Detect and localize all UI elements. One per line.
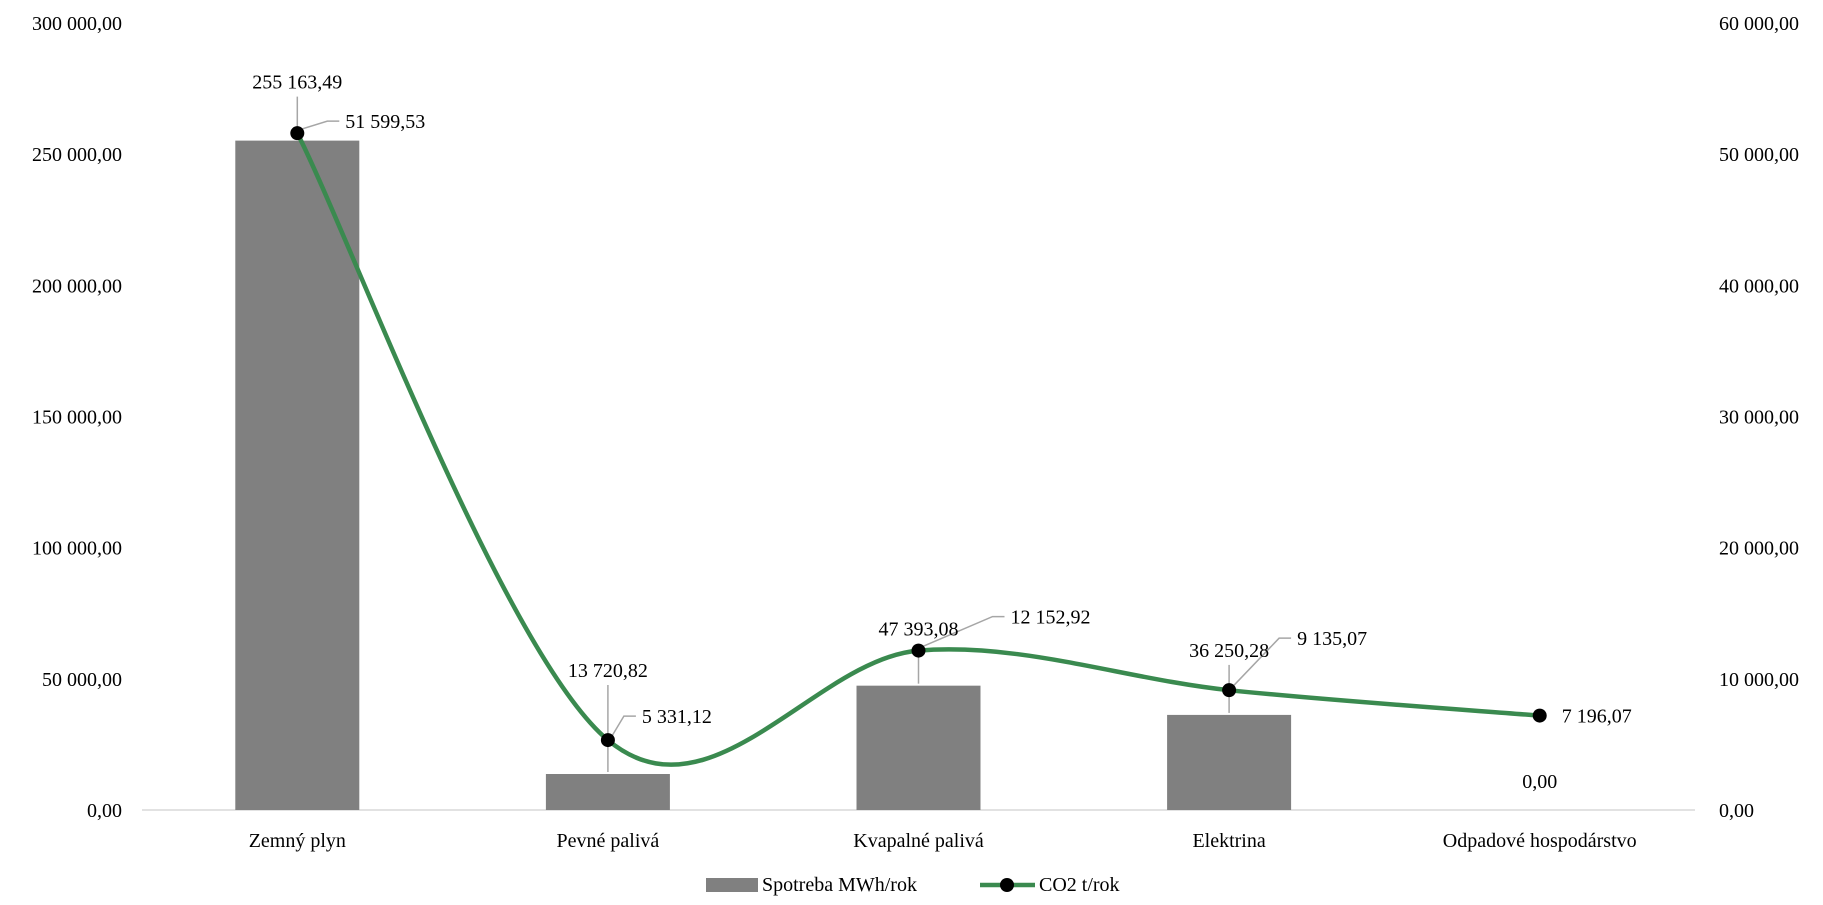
bar xyxy=(235,140,360,811)
right-tick-label: 10 000,00 xyxy=(1719,669,1799,691)
leader-lines xyxy=(296,96,1292,773)
legend-line-label: CO2 t/rok xyxy=(1039,874,1120,896)
bar xyxy=(856,685,981,810)
category-label: Pevné palivá xyxy=(557,830,660,852)
co2-marker xyxy=(600,733,615,748)
co2-data-label: 12 152,92 xyxy=(1011,607,1091,629)
co2-data-label: 9 135,07 xyxy=(1297,628,1367,650)
left-tick-label: 50 000,00 xyxy=(42,669,122,691)
co2-label-leader xyxy=(1232,637,1292,687)
category-label: Zemný plyn xyxy=(249,830,346,852)
co2-marker xyxy=(1532,708,1547,723)
left-tick-label: 150 000,00 xyxy=(32,407,122,429)
co2-marker xyxy=(1222,683,1237,698)
co2-marker xyxy=(911,643,926,658)
right-tick-label: 20 000,00 xyxy=(1719,538,1799,560)
left-tick-label: 200 000,00 xyxy=(32,275,122,297)
right-axis-ticks: 0,00 10 000,00 20 000,00 30 000,00 40 000,00… xyxy=(1719,13,1799,822)
co2-markers xyxy=(290,126,1547,748)
legend-bar-label: Spotreba MWh/rok xyxy=(762,874,917,896)
co2-data-label: 5 331,12 xyxy=(642,706,712,728)
category-label: Odpadové hospodárstvo xyxy=(1443,830,1637,852)
co2-label-leader xyxy=(922,615,1005,648)
bar-data-label: 36 250,28 xyxy=(1189,640,1269,662)
data-labels: 255 163,49 13 720,82 47 393,08 36 250,28 0,0… xyxy=(252,72,1631,793)
right-tick-label: 60 000,00 xyxy=(1719,13,1799,35)
bar-data-label: 0,00 xyxy=(1522,771,1557,793)
legend: Spotreba MWh/rok CO2 t/rok xyxy=(706,874,1120,896)
co2-series-line xyxy=(295,132,1540,767)
left-axis-ticks: 0,00 50 000,00 100 000,00 150 000,00 200 000… xyxy=(32,13,122,822)
right-tick-label: 50 000,00 xyxy=(1719,144,1799,166)
category-label: Elektrina xyxy=(1192,830,1265,852)
right-tick-label: 30 000,00 xyxy=(1719,407,1799,429)
legend-bar-swatch xyxy=(706,878,758,892)
co2-label-leader xyxy=(611,715,636,737)
right-tick-label: 40 000,00 xyxy=(1719,275,1799,297)
bar-data-label: 13 720,82 xyxy=(568,660,648,682)
legend-line-marker xyxy=(1000,878,1014,892)
bar xyxy=(545,774,670,810)
left-tick-label: 0,00 xyxy=(87,800,122,822)
bar-data-label: 47 393,08 xyxy=(879,619,959,641)
left-tick-label: 100 000,00 xyxy=(32,538,122,560)
bar-series xyxy=(235,140,1292,811)
category-labels: Zemný plyn Pevné palivá Kvapalné palivá Ele… xyxy=(249,830,1637,852)
co2-data-label: 7 196,07 xyxy=(1562,706,1632,728)
co2-label-leader xyxy=(301,120,340,130)
bar-data-label: 255 163,49 xyxy=(252,72,342,94)
left-tick-label: 250 000,00 xyxy=(32,144,122,166)
co2-data-label: 51 599,53 xyxy=(345,111,425,133)
left-tick-label: 300 000,00 xyxy=(32,13,122,35)
right-tick-label: 0,00 xyxy=(1719,800,1754,822)
bar xyxy=(1167,714,1292,810)
co2-marker xyxy=(290,126,305,141)
category-label: Kvapalné palivá xyxy=(853,830,984,852)
